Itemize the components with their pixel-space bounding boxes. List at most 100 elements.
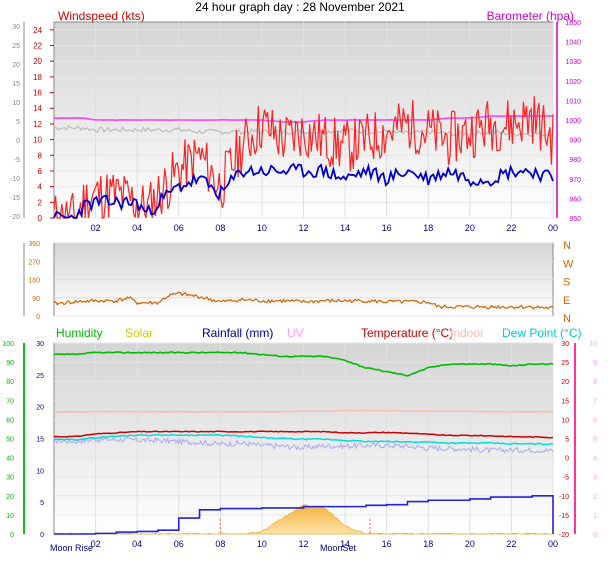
uv-tick-label: 8	[593, 379, 597, 386]
outer-tick-label: -20	[10, 214, 20, 221]
rain-tick-label: 0	[40, 532, 44, 539]
outer-tick-label: 10	[12, 100, 20, 107]
legend-dew-point: Dew Point (°C)	[502, 326, 581, 340]
uv-tick-label: 3	[593, 475, 597, 482]
x-tick-label: 02	[91, 539, 101, 549]
moon-set-label: MoonSet	[320, 543, 357, 553]
wind-tick-label: 4	[38, 183, 43, 192]
temp-tick-label: 10	[561, 417, 569, 424]
humidity-tick-label: 100	[2, 341, 14, 348]
wind-tick-label: 2	[38, 198, 43, 207]
windspeed-axis-label: Windspeed (kts)	[58, 9, 145, 23]
bottom-series	[53, 351, 554, 535]
x-tick-label: 18	[423, 539, 433, 549]
temp-tick-label: -20	[559, 532, 569, 539]
outer-tick-label: 25	[12, 43, 20, 50]
top-time-axis: 02 04 06 08 10 12 14 16 18 20 22 00	[91, 223, 558, 233]
humidity-tick-label: 20	[6, 494, 14, 501]
indoor-line	[53, 409, 554, 413]
x-tick-label: 16	[382, 223, 392, 233]
compass-tick-label: N	[563, 313, 571, 325]
legend-solar: Solar	[125, 326, 153, 340]
temp-tick-label: 25	[561, 360, 569, 367]
humidity-tick-label: 30	[6, 475, 14, 482]
outer-tick-label: -5	[14, 157, 20, 164]
compass-tick-label: S	[563, 277, 570, 289]
baro-tick-label: 1050	[565, 20, 581, 27]
baro-tick-label: 1020	[565, 79, 581, 86]
x-tick-label: 22	[506, 223, 516, 233]
solar-area	[53, 504, 553, 535]
temp-tick-label: 30	[561, 341, 569, 348]
temperature-line	[53, 430, 554, 439]
legend-uv: UV	[287, 326, 304, 340]
baro-tick-label: 1030	[565, 59, 581, 66]
compass-tick-label: W	[563, 258, 574, 270]
uv-tick-label: 5	[593, 437, 597, 444]
barometer-axis-label: Barometer (hpa)	[487, 9, 574, 23]
bottom-time-axis: 02 04 06 08 10 12 14 16 18 20 22 00	[91, 539, 558, 549]
outer-temp-axis: 30 25 20 15 10 5 0 -5 -10 -15 -20	[10, 22, 25, 221]
humidity-tick-label: 0	[10, 532, 14, 539]
uv-tick-label: 2	[593, 494, 597, 501]
wind-tick-label: 24	[33, 26, 42, 35]
direction-tick-label: 180	[28, 278, 40, 285]
moon-rise-label: Moon Rise	[50, 543, 93, 553]
temp-tick-label: -10	[559, 494, 569, 501]
baro-tick-label: 1010	[565, 98, 581, 105]
humidity-tick-label: 50	[6, 437, 14, 444]
temp-tick-label: -5	[563, 475, 569, 482]
x-tick-label: 10	[257, 539, 267, 549]
wind-tick-label: 8	[38, 151, 43, 160]
x-tick-label: 16	[382, 539, 392, 549]
temp-tick-label: -15	[559, 513, 569, 520]
legend-temperature: Temperature (°C)	[361, 326, 453, 340]
top-series	[53, 96, 554, 219]
temp-tick-label: 5	[565, 437, 569, 444]
uv-tick-label: 6	[593, 417, 597, 424]
rain-tick-label: 20	[36, 405, 44, 412]
baro-tick-label: 980	[569, 157, 581, 164]
humidity-line	[53, 351, 554, 377]
uv-tick-label: 7	[593, 398, 597, 405]
humidity-tick-label: 40	[6, 456, 14, 463]
wind-tick-label: 16	[33, 89, 42, 98]
wind-tick-label: 14	[33, 104, 42, 113]
outer-tick-label: 30	[12, 24, 20, 31]
humidity-tick-label: 70	[6, 398, 14, 405]
outer-tick-label: -15	[10, 195, 20, 202]
outer-tick-label: 5	[16, 119, 20, 126]
compass-tick-label: E	[563, 295, 570, 307]
outer-tick-label: -10	[10, 176, 20, 183]
uv-tick-label: 9	[593, 360, 597, 367]
x-tick-label: 12	[298, 223, 308, 233]
direction-tick-label: 90	[32, 296, 40, 303]
humidity-tick-label: 80	[6, 379, 14, 386]
legend-rainfall: Rainfall (mm)	[202, 326, 273, 340]
wind-tick-label: 0	[38, 214, 43, 223]
baro-tick-label: 1000	[565, 118, 581, 125]
wind-direction-line	[53, 291, 554, 310]
gust-line	[53, 96, 554, 219]
temp-tick-label: 15	[561, 398, 569, 405]
uv-tick-label: 1	[593, 513, 597, 520]
x-tick-label: 02	[91, 223, 101, 233]
x-tick-label: 18	[423, 223, 433, 233]
avg-wind-line	[53, 162, 554, 219]
x-tick-label: 00	[548, 539, 558, 549]
x-tick-label: 20	[465, 223, 475, 233]
wind-tick-label: 18	[33, 73, 42, 82]
x-tick-label: 04	[132, 223, 142, 233]
temp-tick-label: 20	[561, 379, 569, 386]
wind-tick-label: 6	[38, 167, 43, 176]
outer-tick-label: 20	[12, 62, 20, 69]
x-tick-label: 10	[257, 223, 267, 233]
mid-gridlines	[54, 242, 553, 317]
humidity-tick-label: 10	[6, 513, 14, 520]
outer-tick-label: 15	[12, 81, 20, 88]
x-tick-label: 08	[215, 223, 225, 233]
x-tick-label: 00	[548, 223, 558, 233]
outer-tick-label: 0	[16, 138, 20, 145]
